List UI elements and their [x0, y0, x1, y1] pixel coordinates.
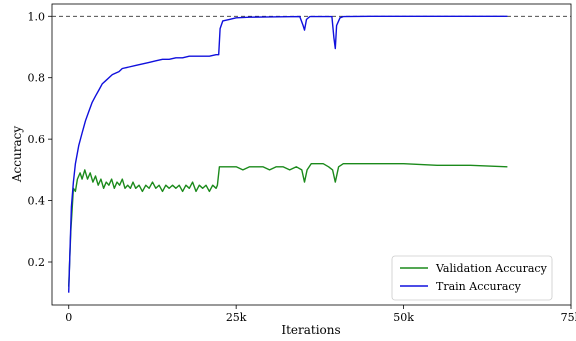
plot-area — [51, 3, 572, 306]
x-tick-label: 75k — [561, 311, 576, 324]
x-tick-label: 50k — [393, 311, 414, 324]
legend: Validation Accuracy Train Accuracy — [391, 255, 553, 301]
y-tick-label: 0.4 — [28, 195, 46, 208]
x-tick-label: 0 — [65, 311, 72, 324]
legend-box — [391, 255, 553, 301]
series-layer — [68, 15, 508, 293]
x-ticks: 0 25k 50k 75k — [65, 305, 576, 324]
legend-label-validation: Validation Accuracy — [435, 262, 548, 275]
y-tick-label: 0.8 — [28, 72, 46, 85]
train-accuracy-line — [68, 15, 508, 293]
x-tick-label: 25k — [226, 311, 247, 324]
y-ticks: 0.2 0.4 0.6 0.8 1.0 — [28, 10, 52, 269]
y-axis-label: Accuracy — [10, 126, 24, 183]
y-tick-label: 0.6 — [28, 133, 46, 146]
y-tick-label: 0.2 — [28, 256, 46, 269]
x-axis-label: Iterations — [281, 323, 340, 337]
y-tick-label: 1.0 — [28, 10, 46, 23]
legend-label-train: Train Accuracy — [436, 280, 522, 293]
validation-accuracy-line — [68, 162, 508, 287]
